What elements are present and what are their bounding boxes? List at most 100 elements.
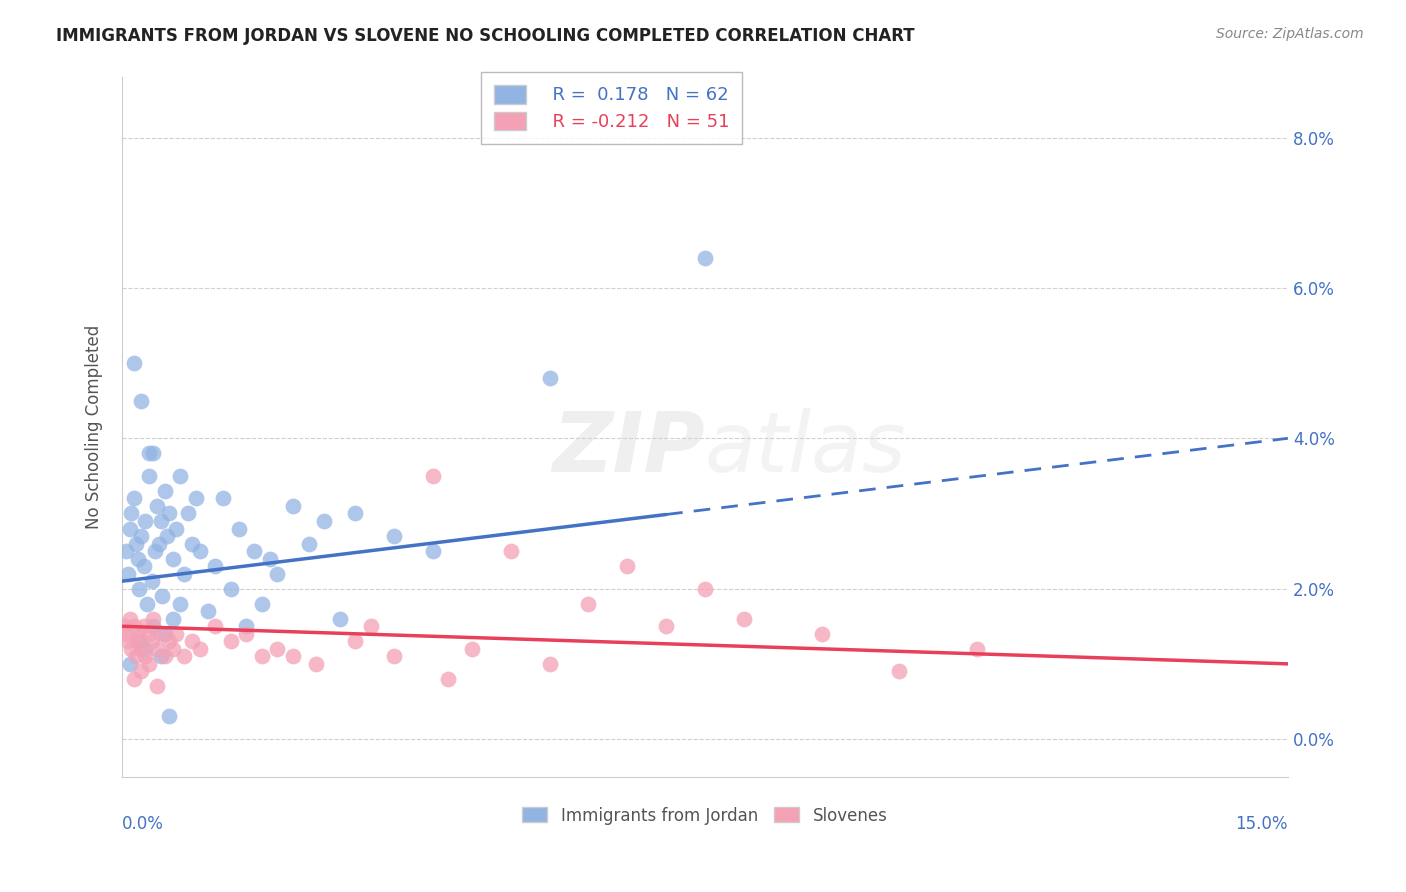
Point	[173, 649, 195, 664]
Point	[177, 507, 200, 521]
Point	[212, 491, 235, 506]
Point	[138, 657, 160, 671]
Point	[219, 634, 242, 648]
Point	[382, 529, 405, 543]
Point	[134, 641, 156, 656]
Point	[266, 641, 288, 656]
Point	[120, 507, 142, 521]
Point	[243, 544, 266, 558]
Point	[966, 641, 988, 656]
Point	[235, 627, 257, 641]
Point	[204, 559, 226, 574]
Point	[616, 559, 638, 574]
Point	[131, 393, 153, 408]
Point	[148, 536, 170, 550]
Point	[235, 619, 257, 633]
Point	[889, 665, 911, 679]
Point	[281, 649, 304, 664]
Point	[305, 657, 328, 671]
Point	[134, 514, 156, 528]
Point	[125, 649, 148, 664]
Point	[146, 680, 169, 694]
Point	[162, 551, 184, 566]
Point	[281, 499, 304, 513]
Point	[117, 566, 139, 581]
Point	[360, 619, 382, 633]
Point	[118, 522, 141, 536]
Point	[153, 649, 176, 664]
Point	[344, 507, 367, 521]
Point	[156, 529, 179, 543]
Point	[461, 641, 484, 656]
Point	[149, 649, 172, 664]
Point	[181, 634, 204, 648]
Point	[204, 619, 226, 633]
Text: atlas: atlas	[704, 408, 907, 489]
Point	[127, 551, 149, 566]
Point	[115, 544, 138, 558]
Point	[135, 597, 157, 611]
Point	[422, 544, 444, 558]
Point	[733, 612, 755, 626]
Point	[128, 582, 150, 596]
Legend: Immigrants from Jordan, Slovenes: Immigrants from Jordan, Slovenes	[516, 800, 894, 831]
Point	[138, 446, 160, 460]
Y-axis label: No Schooling Completed: No Schooling Completed	[86, 325, 103, 529]
Point	[655, 619, 678, 633]
Point	[538, 371, 561, 385]
Point	[131, 529, 153, 543]
Point	[141, 574, 163, 589]
Point	[693, 251, 716, 265]
Point	[122, 491, 145, 506]
Point	[437, 672, 460, 686]
Point	[146, 499, 169, 513]
Text: 15.0%: 15.0%	[1236, 815, 1288, 833]
Point	[166, 522, 188, 536]
Point	[152, 589, 174, 603]
Point	[157, 634, 180, 648]
Point	[115, 627, 138, 641]
Point	[219, 582, 242, 596]
Point	[250, 597, 273, 611]
Point	[118, 657, 141, 671]
Point	[153, 483, 176, 498]
Point	[184, 491, 207, 506]
Point	[138, 627, 160, 641]
Point	[153, 627, 176, 641]
Point	[157, 507, 180, 521]
Point	[128, 634, 150, 648]
Point	[131, 641, 153, 656]
Point	[162, 612, 184, 626]
Point	[538, 657, 561, 671]
Point	[149, 514, 172, 528]
Point	[141, 634, 163, 648]
Point	[810, 627, 832, 641]
Text: ZIP: ZIP	[553, 408, 704, 489]
Point	[142, 619, 165, 633]
Point	[169, 469, 191, 483]
Point	[228, 522, 250, 536]
Point	[266, 566, 288, 581]
Point	[112, 619, 135, 633]
Point	[143, 544, 166, 558]
Point	[122, 619, 145, 633]
Point	[122, 672, 145, 686]
Point	[142, 446, 165, 460]
Text: 0.0%: 0.0%	[122, 815, 165, 833]
Point	[117, 634, 139, 648]
Point	[125, 536, 148, 550]
Point	[157, 709, 180, 723]
Point	[259, 551, 281, 566]
Point	[173, 566, 195, 581]
Point	[131, 665, 153, 679]
Point	[149, 627, 172, 641]
Point	[297, 536, 319, 550]
Point	[329, 612, 352, 626]
Point	[382, 649, 405, 664]
Point	[138, 469, 160, 483]
Point	[132, 619, 155, 633]
Point	[576, 597, 599, 611]
Point	[499, 544, 522, 558]
Point	[344, 634, 367, 648]
Text: Source: ZipAtlas.com: Source: ZipAtlas.com	[1216, 27, 1364, 41]
